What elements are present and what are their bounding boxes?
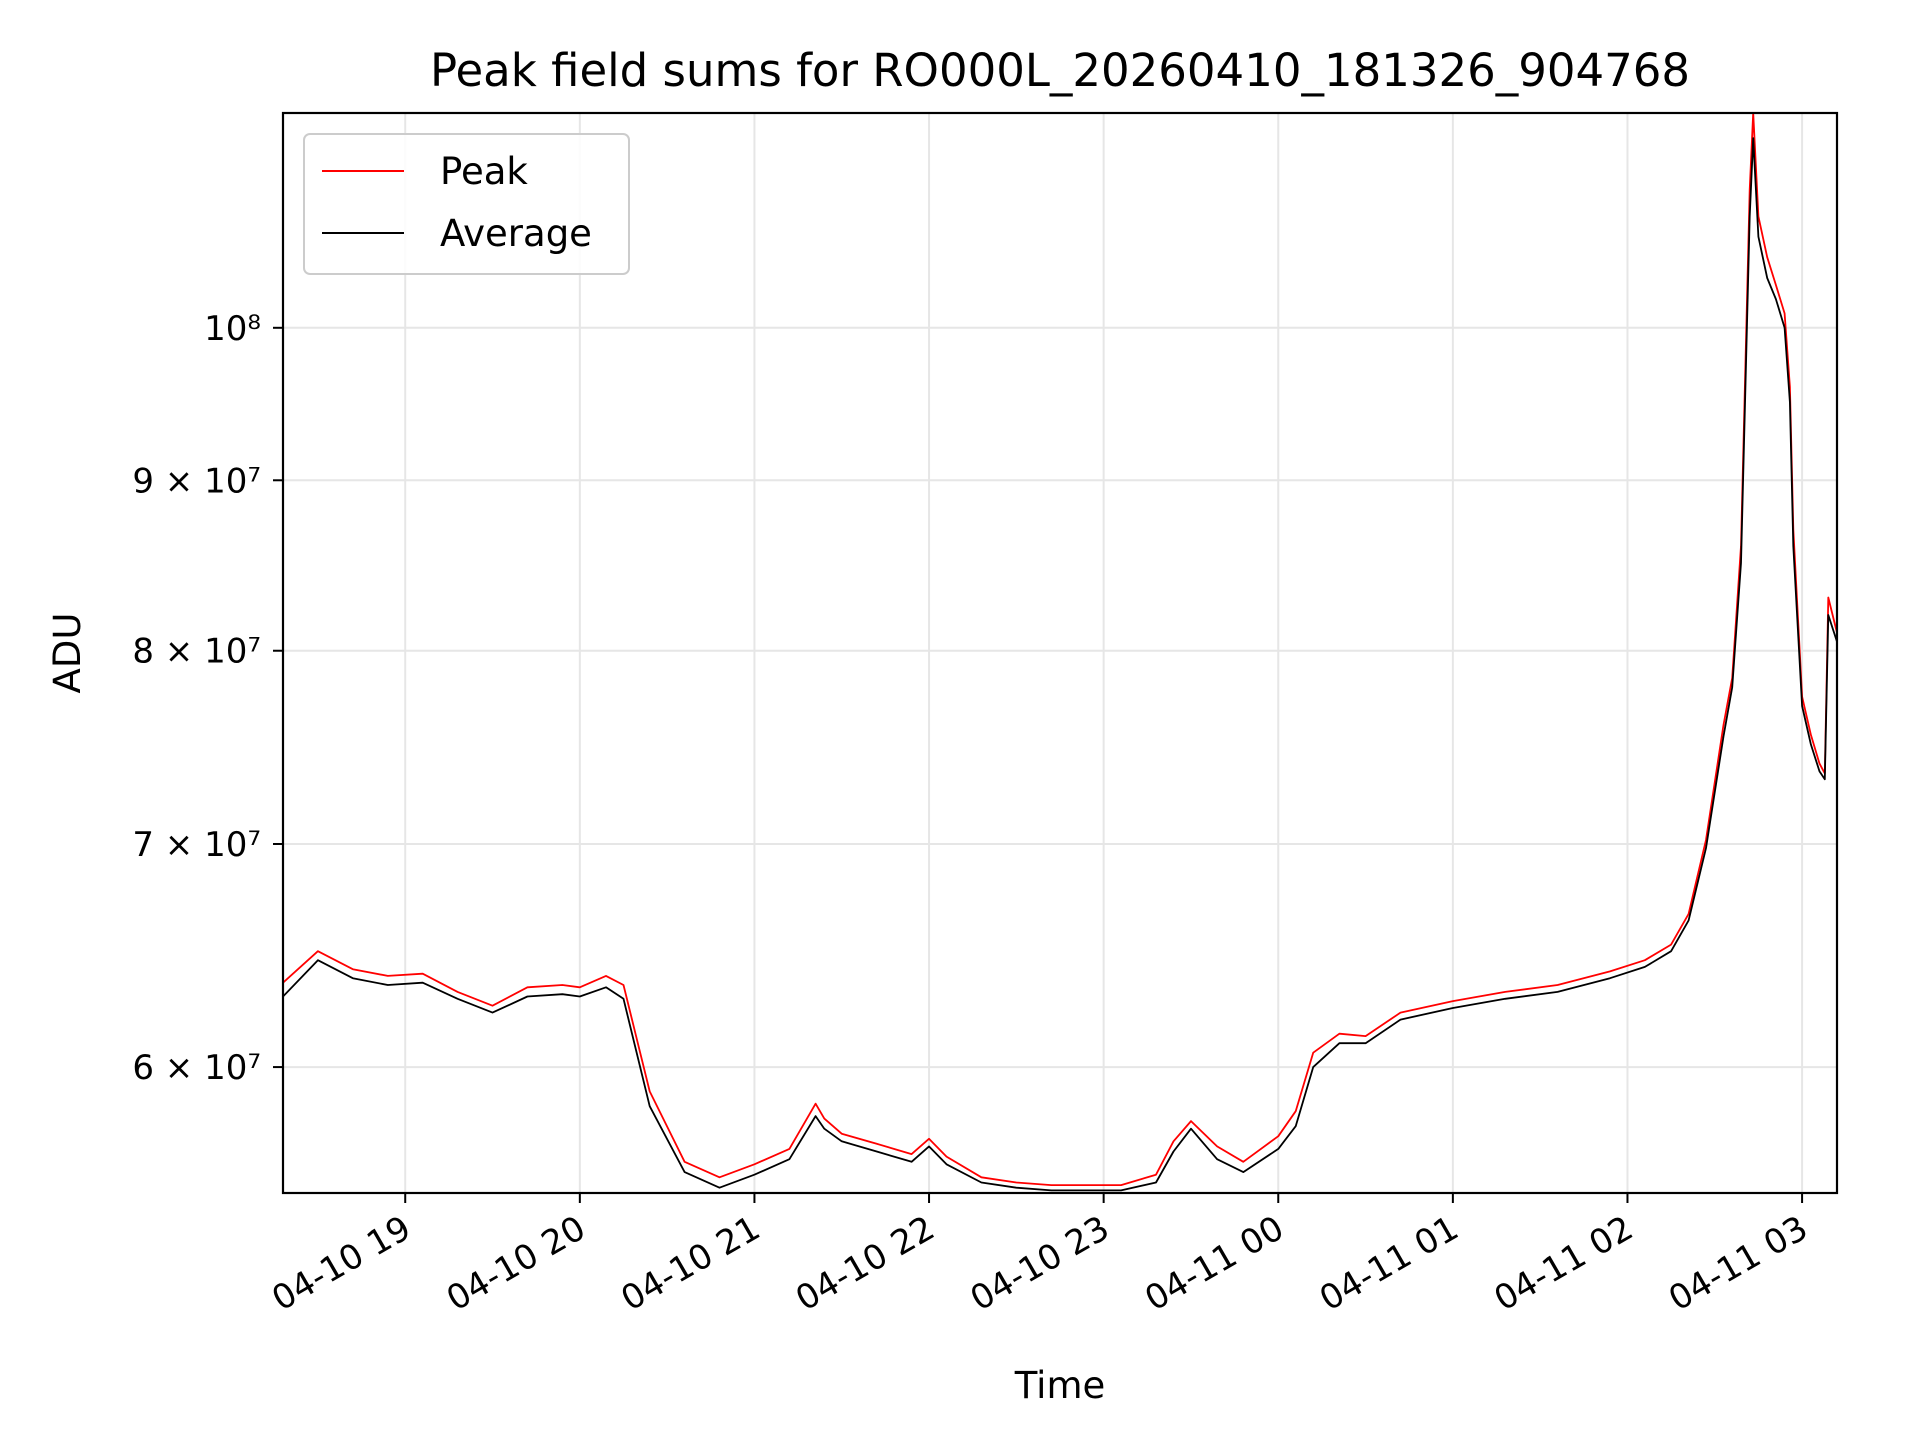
legend: Peak Average — [303, 133, 630, 275]
y-tick-label: 9 × 10⁷ — [132, 461, 261, 501]
legend-label-average: Average — [440, 212, 592, 255]
plot-frame — [281, 111, 1839, 1195]
chart-title: Peak field sums for RO000L_20260410_1813… — [430, 44, 1690, 97]
y-tick-label: 7 × 10⁷ — [132, 825, 261, 865]
y-tick-label: 6 × 10⁷ — [132, 1048, 261, 1088]
y-tick-label: 10⁸ — [204, 309, 261, 349]
y-tick-label: 8 × 10⁷ — [132, 632, 261, 672]
legend-box — [303, 133, 630, 275]
series-line-average — [283, 137, 1837, 1192]
x-axis-label: Time — [1014, 1364, 1106, 1407]
plot-area — [283, 113, 1837, 1192]
y-axis: 6 × 10⁷ 7 × 10⁷ 8 × 10⁷ 9 × 10⁷ 10⁸ — [132, 309, 283, 1088]
y-axis-label: ADU — [46, 613, 89, 694]
grid — [283, 113, 1837, 1193]
series-line-peak — [283, 113, 1837, 1186]
legend-label-peak: Peak — [440, 150, 528, 193]
